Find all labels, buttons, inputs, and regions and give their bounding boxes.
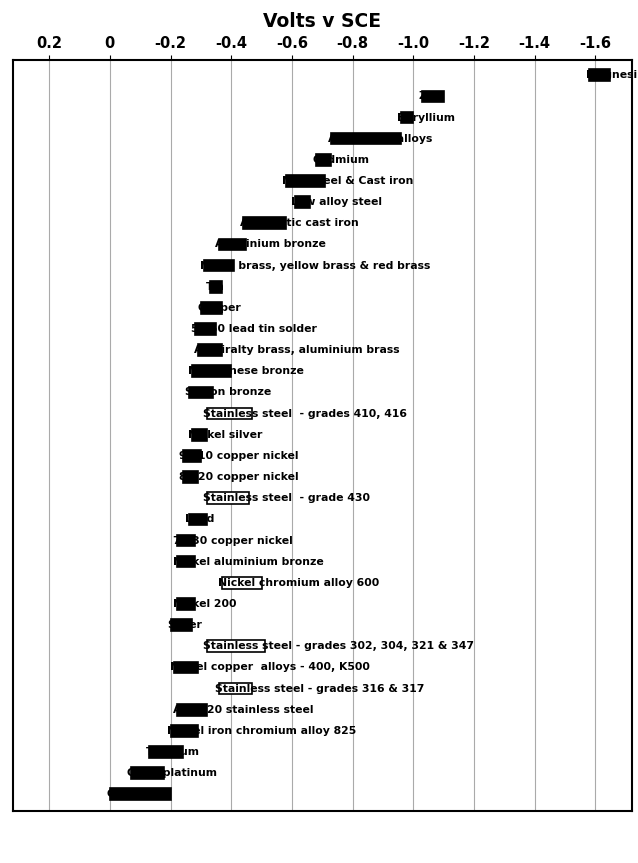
Text: Nickel 200: Nickel 200 [173,599,237,609]
Text: Naval brass, yellow brass & red brass: Naval brass, yellow brass & red brass [200,261,431,271]
Bar [177,598,195,610]
Bar [182,471,198,483]
Bar [589,69,611,81]
Text: Nickel copper  alloys - 400, K500: Nickel copper alloys - 400, K500 [170,663,370,672]
Bar [331,133,401,144]
Bar [131,767,165,779]
Text: Beryllium: Beryllium [397,112,456,123]
Bar [316,154,331,166]
Text: Silver: Silver [167,620,202,630]
Bar [177,535,195,546]
Text: Nickel iron chromium alloy 825: Nickel iron chromium alloy 825 [167,726,356,736]
Text: Graphite: Graphite [106,790,160,799]
Bar [170,725,198,737]
Bar [210,280,222,293]
Text: Aluminium alloys: Aluminium alloys [328,134,432,143]
Bar [177,556,195,568]
Bar [207,408,253,419]
Bar [243,217,286,229]
Bar [219,683,253,695]
X-axis label: Volts v SCE: Volts v SCE [263,12,381,31]
Text: Aluminium bronze: Aluminium bronze [216,239,326,249]
Text: Stainless steel  - grade 430: Stainless steel - grade 430 [204,494,370,503]
Text: Tin: Tin [206,281,225,292]
Bar [177,704,207,715]
Bar [182,450,201,462]
Bar [207,640,265,652]
Text: Titanium: Titanium [145,747,200,757]
Bar [198,344,222,356]
Bar [295,196,310,208]
Text: Stainless steel - grades 302, 304, 321 & 347: Stainless steel - grades 302, 304, 321 &… [204,641,474,652]
Text: Nickel chromium alloy 600: Nickel chromium alloy 600 [218,578,380,588]
Bar [189,387,213,398]
Bar [422,91,443,102]
Text: 80/20 copper nickel: 80/20 copper nickel [179,472,299,482]
Bar [207,493,249,504]
Text: Admiralty brass, aluminium brass: Admiralty brass, aluminium brass [194,345,400,356]
Text: Stainless steel - grades 316 & 317: Stainless steel - grades 316 & 317 [216,683,425,694]
Text: Lead: Lead [185,514,214,525]
Bar [222,577,262,589]
Bar [195,323,216,335]
Text: Nickel silver: Nickel silver [188,430,262,440]
Bar [110,789,170,800]
Text: 90/10 copper nickel: 90/10 copper nickel [179,450,299,461]
Text: Nickel aluminium bronze: Nickel aluminium bronze [173,557,323,567]
Bar [170,620,192,631]
Bar [219,238,246,250]
Text: Manganese bronze: Manganese bronze [188,366,304,376]
Bar [204,260,234,271]
Bar [192,429,207,441]
Text: Stainless steel  - grades 410, 416: Stainless steel - grades 410, 416 [204,408,407,419]
Text: Mild steel & Cast iron: Mild steel & Cast iron [282,176,413,186]
Bar [201,302,222,313]
Text: Zinc: Zinc [419,91,445,101]
Bar [192,366,231,377]
Bar [286,175,325,186]
Text: Silicon bronze: Silicon bronze [185,387,271,398]
Text: Low alloy steel: Low alloy steel [291,197,382,207]
Bar [174,662,198,673]
Text: Alloy 20 stainless steel: Alloy 20 stainless steel [173,705,313,715]
Text: Copper: Copper [197,303,241,313]
Text: Magnesium: Magnesium [586,70,638,80]
Text: 70/30 copper nickel: 70/30 copper nickel [173,536,293,545]
Text: Cadmium: Cadmium [313,154,369,165]
Text: Gold, platinum: Gold, platinum [128,768,218,778]
Bar [149,746,182,758]
Text: Austenitic cast iron: Austenitic cast iron [240,218,359,228]
Bar [189,513,207,526]
Bar [401,111,413,123]
Text: 50/50 lead tin solder: 50/50 lead tin solder [191,324,317,334]
